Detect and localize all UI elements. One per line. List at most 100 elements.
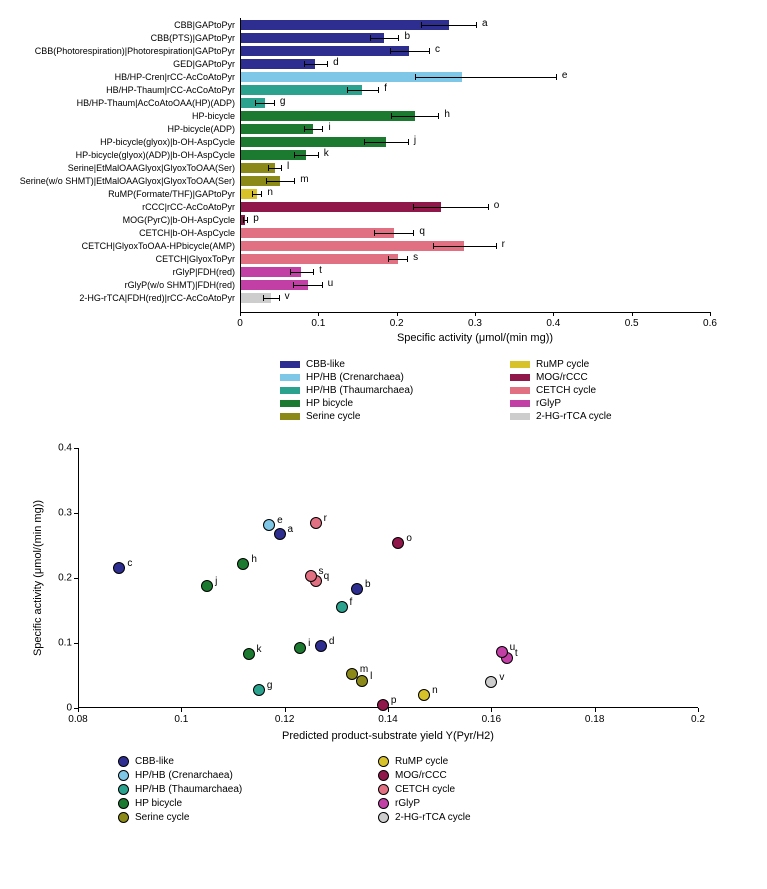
- error-cap: [429, 48, 430, 54]
- error-cap: [476, 22, 477, 28]
- scatter-point: [336, 601, 348, 613]
- legend-item: HP/HB (Thaumarchaea): [280, 384, 490, 397]
- bar: [241, 46, 409, 56]
- bar: [241, 241, 464, 251]
- bar-letter: c: [435, 44, 440, 55]
- scatter-point: [201, 580, 213, 592]
- scatter-point-label: p: [391, 695, 397, 706]
- error-bar: [266, 181, 294, 182]
- bar-label: rCCC|rCC-AcCoAtoPyr: [3, 202, 235, 212]
- legend-swatch: [280, 374, 300, 381]
- bar-row: e: [241, 72, 711, 82]
- bar-row: l: [241, 163, 711, 173]
- bar-label: HP-bicycle(ADP): [3, 124, 235, 134]
- bar-xtick: [632, 312, 633, 316]
- legend-swatch: [510, 374, 530, 381]
- legend-label: HP bicycle: [306, 398, 353, 409]
- scatter-point: [392, 537, 404, 549]
- scatter-point: [294, 642, 306, 654]
- error-bar: [364, 142, 408, 143]
- scatter-xtick: [388, 708, 389, 712]
- bar-xtick: [475, 312, 476, 316]
- scatter-xtick-label: 0.1: [174, 714, 188, 725]
- bar-label: HP-bicycle(glyox)|b-OH-AspCycle: [3, 137, 235, 147]
- scatter-point-label: d: [329, 636, 335, 647]
- legend-swatch: [280, 400, 300, 407]
- scatter-xtick: [285, 708, 286, 712]
- bar-row: r: [241, 241, 711, 251]
- bar-row: a: [241, 20, 711, 30]
- error-cap: [304, 61, 305, 67]
- error-bar: [390, 51, 429, 52]
- legend-item: RuMP cycle: [378, 754, 588, 768]
- legend-label: Serine cycle: [135, 812, 189, 823]
- legend-label: RuMP cycle: [536, 359, 589, 370]
- scatter-point-label: t: [515, 648, 518, 659]
- error-bar: [413, 207, 487, 208]
- bar-letter: u: [328, 278, 334, 289]
- scatter-ytick-label: 0.3: [58, 508, 72, 519]
- error-cap: [378, 87, 379, 93]
- scatter-ytick-label: 0.2: [58, 573, 72, 584]
- bar-row: m: [241, 176, 711, 186]
- bar-letter: h: [444, 109, 450, 120]
- error-cap: [388, 256, 389, 262]
- error-bar: [415, 77, 556, 78]
- scatter-xtick-label: 0.18: [585, 714, 604, 725]
- legend-item: HP/HB (Thaumarchaea): [118, 782, 328, 796]
- bar-row: f: [241, 85, 711, 95]
- error-bar: [347, 90, 378, 91]
- legend-swatch: [510, 387, 530, 394]
- legend-item: MOG/rCCC: [378, 768, 588, 782]
- bar-row: i: [241, 124, 711, 134]
- scatter-point: [243, 648, 255, 660]
- bar-xtick-label: 0.4: [546, 318, 560, 329]
- legend-dot: [378, 784, 389, 795]
- scatter-xtick: [491, 708, 492, 712]
- scatter-xtick: [698, 708, 699, 712]
- legend-item: HP bicycle: [118, 796, 328, 810]
- scatter-point: [485, 676, 497, 688]
- bar-letter: p: [253, 213, 259, 224]
- error-bar: [388, 259, 407, 260]
- error-cap: [391, 113, 392, 119]
- error-cap: [327, 61, 328, 67]
- legend-item: CBB-like: [280, 358, 490, 371]
- bar-row: q: [241, 228, 711, 238]
- legend-swatch: [510, 413, 530, 420]
- scatter-point: [263, 519, 275, 531]
- scatter-plot-area: abcdefghijklmnopqrstuv: [78, 448, 698, 708]
- bar-xtick: [397, 312, 398, 316]
- bar-row: b: [241, 33, 711, 43]
- scatter-point-label: o: [406, 533, 412, 544]
- legend-label: rGlyP: [395, 798, 420, 809]
- error-cap: [433, 243, 434, 249]
- bar-xtick-label: 0.6: [703, 318, 717, 329]
- legend-item: 2-HG-rTCA cycle: [510, 410, 720, 423]
- bar-letter: e: [562, 70, 568, 81]
- legend-label: RuMP cycle: [395, 756, 448, 767]
- scatter-ytick-label: 0: [66, 703, 72, 714]
- legend-item: HP/HB (Crenarchaea): [118, 768, 328, 782]
- bar-letter: s: [413, 252, 418, 263]
- legend-dot: [378, 798, 389, 809]
- bar-letter: j: [414, 135, 416, 146]
- scatter-ytick-label: 0.4: [58, 443, 72, 454]
- legend-label: 2-HG-rTCA cycle: [536, 411, 612, 422]
- scatter-point-label: j: [215, 576, 217, 587]
- error-cap: [496, 243, 497, 249]
- legend-item: rGlyP: [378, 796, 588, 810]
- bar: [241, 33, 384, 43]
- error-cap: [438, 113, 439, 119]
- legend-dot: [118, 784, 129, 795]
- scatter-point-label: i: [308, 638, 310, 649]
- scatter-point-label: k: [257, 644, 262, 655]
- bar: [241, 85, 362, 95]
- scatter-point: [315, 640, 327, 652]
- bar-chart-panel: abcdefghijklmnopqrstuv 00.10.20.30.40.50…: [0, 0, 767, 410]
- legend-label: HP/HB (Crenarchaea): [306, 372, 404, 383]
- scatter-xtick-label: 0.14: [378, 714, 397, 725]
- scatter-point: [253, 684, 265, 696]
- error-cap: [294, 152, 295, 158]
- error-cap: [313, 269, 314, 275]
